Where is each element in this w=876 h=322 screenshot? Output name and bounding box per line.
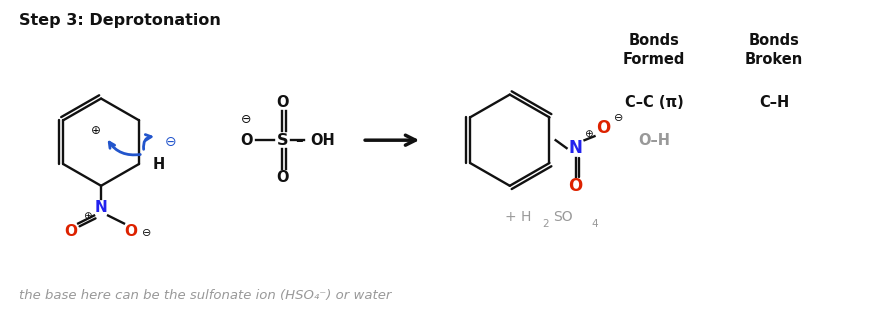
Text: ⊖: ⊖	[242, 113, 252, 126]
Text: + H: + H	[505, 211, 531, 224]
Text: C–C (π): C–C (π)	[625, 95, 683, 110]
Text: O–H: O–H	[639, 133, 670, 148]
Text: S: S	[277, 133, 288, 148]
Text: O: O	[569, 177, 583, 195]
Text: N: N	[95, 200, 108, 215]
Text: Step 3: Deprotonation: Step 3: Deprotonation	[19, 13, 222, 28]
Text: SO: SO	[553, 211, 572, 224]
Text: OH: OH	[310, 133, 336, 148]
Text: Bonds
Broken: Bonds Broken	[745, 33, 803, 67]
Text: O: O	[276, 95, 289, 110]
Text: O: O	[240, 133, 253, 148]
Text: ⊖: ⊖	[142, 228, 152, 238]
Text: O: O	[65, 224, 78, 239]
Text: ⊕: ⊕	[82, 211, 91, 221]
Text: ⊖: ⊖	[166, 135, 177, 149]
Text: 4: 4	[591, 219, 598, 229]
Text: 2: 2	[542, 219, 549, 229]
Text: N: N	[569, 139, 583, 157]
Text: the base here can be the sulfonate ion (HSO₄⁻) or water: the base here can be the sulfonate ion (…	[19, 289, 392, 302]
Text: Bonds
Formed: Bonds Formed	[623, 33, 686, 67]
Text: H: H	[153, 157, 166, 173]
Text: ⊕: ⊕	[584, 129, 593, 139]
Text: O: O	[276, 170, 289, 185]
Text: O: O	[124, 224, 138, 239]
Text: ⊕: ⊕	[91, 124, 101, 137]
Text: –: –	[295, 133, 303, 148]
Text: C–H: C–H	[759, 95, 789, 110]
Text: ⊖: ⊖	[614, 113, 623, 123]
Text: O: O	[597, 119, 611, 137]
